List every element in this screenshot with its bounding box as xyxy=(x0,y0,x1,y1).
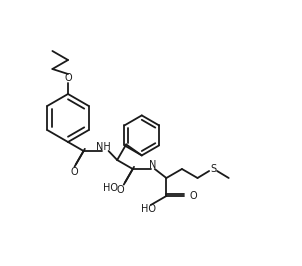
Text: O: O xyxy=(71,167,79,177)
Text: N: N xyxy=(149,160,156,170)
Text: O: O xyxy=(64,73,72,83)
Text: O: O xyxy=(117,185,125,195)
Text: O: O xyxy=(189,191,197,201)
Text: HO: HO xyxy=(103,182,118,193)
Text: NH: NH xyxy=(96,142,111,152)
Text: HO: HO xyxy=(141,204,156,214)
Text: S: S xyxy=(210,164,216,174)
